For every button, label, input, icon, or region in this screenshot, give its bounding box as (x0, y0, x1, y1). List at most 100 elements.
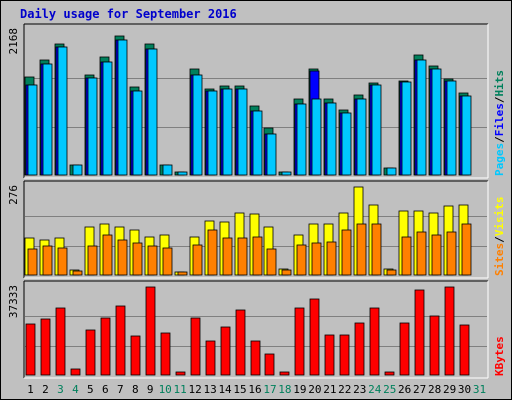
x-tick-label-day-8: 8 (132, 383, 139, 396)
bar-kbytes-day-10 (160, 332, 171, 376)
x-tick-label-day-7: 7 (117, 383, 124, 396)
bar-kbytes-day-6 (100, 317, 111, 376)
bar-sites-day-6 (102, 234, 113, 276)
bar-pages-day-6 (102, 61, 113, 176)
bar-sites-day-12 (192, 244, 203, 276)
legend-item-sites: Sites (493, 243, 506, 276)
bar-kbytes-day-19 (294, 307, 305, 376)
x-tick-label-day-14: 14 (218, 383, 232, 396)
bar-pages-day-1 (27, 84, 38, 176)
bar-kbytes-day-16 (250, 340, 261, 376)
x-tick-label-day-20: 20 (308, 383, 321, 396)
x-tick-label-day-17: 17 (263, 383, 276, 396)
bar-kbytes-day-2 (40, 318, 51, 376)
bar-sites-day-29 (446, 231, 457, 276)
bar-pages-day-19 (296, 103, 307, 176)
bar-kbytes-day-8 (130, 335, 141, 376)
bar-pages-day-4 (72, 164, 83, 176)
bar-pages-day-27 (416, 59, 427, 176)
bar-pages-day-18 (281, 171, 292, 176)
bar-kbytes-day-5 (85, 329, 96, 376)
bar-kbytes-day-9 (145, 286, 156, 376)
x-tick-label-day-16: 16 (248, 383, 261, 396)
bar-sites-day-21 (326, 241, 337, 276)
bar-kbytes-day-14 (220, 326, 231, 376)
legend: KBytes (493, 336, 506, 376)
bar-kbytes-day-18 (279, 371, 290, 376)
bar-pages-day-28 (431, 68, 442, 176)
bar-kbytes-day-7 (115, 305, 126, 376)
panel-visits-sites: 276 Sites/Visits (7, 180, 506, 279)
bar-sites-day-10 (162, 247, 173, 276)
bar-kbytes-day-11 (175, 371, 186, 376)
bar-kbytes-day-28 (429, 315, 440, 376)
bar-sites-day-5 (87, 245, 98, 276)
legend: Sites/Visits (493, 197, 506, 277)
bar-pages-day-25 (386, 167, 397, 176)
x-tick-label-day-15: 15 (233, 383, 246, 396)
legend-separator: / (493, 236, 506, 243)
bar-kbytes-day-23 (354, 322, 365, 376)
bar-sites-day-4 (72, 270, 83, 276)
bar-kbytes-day-12 (190, 317, 201, 376)
bar-pages-day-8 (132, 90, 143, 176)
bar-sites-day-7 (117, 239, 128, 276)
bar-kbytes-day-24 (369, 307, 380, 376)
bar-kbytes-day-4 (70, 368, 81, 376)
panel-kbytes: 37333 KBytes (7, 280, 506, 379)
bar-pages-day-15 (237, 88, 248, 176)
bar-kbytes-day-15 (235, 309, 246, 376)
legend-item-kbytes: KBytes (493, 336, 506, 376)
bar-sites-day-8 (132, 242, 143, 276)
bar-kbytes-day-21 (324, 334, 335, 376)
max-value-label: 276 (7, 185, 20, 205)
series-pages (27, 39, 472, 176)
bar-sites-day-13 (207, 229, 218, 276)
x-tick-label-day-19: 19 (293, 383, 306, 396)
series-sites (27, 223, 472, 276)
x-tick-label-day-29: 29 (443, 383, 456, 396)
bar-pages-day-12 (192, 74, 203, 176)
bar-pages-day-17 (266, 133, 277, 176)
x-tick-label-day-25: 25 (383, 383, 396, 396)
bar-pages-day-10 (162, 164, 173, 176)
bar-kbytes-day-26 (399, 322, 410, 376)
bar-kbytes-day-17 (264, 353, 275, 376)
bar-kbytes-day-20 (309, 298, 320, 376)
x-tick-label-day-5: 5 (87, 383, 94, 396)
legend-item-hits: Hits (493, 70, 506, 97)
bar-pages-day-23 (356, 98, 367, 176)
legend-separator: / (493, 136, 506, 143)
bar-kbytes-day-30 (459, 324, 470, 376)
bar-sites-day-25 (386, 269, 397, 276)
bar-kbytes-day-22 (339, 334, 350, 376)
x-tick-label-day-12: 12 (189, 383, 202, 396)
x-tick-label-day-3: 3 (57, 383, 64, 396)
bar-pages-day-24 (371, 84, 382, 176)
bar-sites-day-24 (371, 223, 382, 276)
bar-kbytes-day-25 (384, 371, 395, 376)
bar-sites-day-28 (431, 234, 442, 276)
bar-pages-day-13 (207, 90, 218, 176)
legend-item-visits: Visits (493, 197, 506, 237)
bar-sites-day-17 (266, 248, 277, 276)
bar-sites-day-3 (57, 247, 68, 276)
bar-kbytes-day-29 (444, 286, 455, 376)
bar-sites-day-9 (147, 245, 158, 276)
bar-pages-day-21 (326, 102, 337, 176)
bar-sites-day-20 (311, 242, 322, 276)
bar-sites-day-27 (416, 231, 427, 276)
x-tick-label-day-23: 23 (353, 383, 366, 396)
bar-pages-day-3 (57, 46, 68, 176)
x-tick-label-day-21: 21 (323, 383, 336, 396)
legend-item-files: Files (493, 103, 506, 136)
bar-sites-day-14 (222, 237, 233, 276)
x-tick-label-day-18: 18 (278, 383, 291, 396)
bar-pages-day-7 (117, 39, 128, 176)
bar-sites-day-2 (42, 245, 53, 276)
legend-separator: / (493, 96, 506, 103)
x-tick-label-day-22: 22 (338, 383, 351, 396)
x-tick-label-day-4: 4 (72, 383, 79, 396)
bar-pages-day-16 (252, 110, 263, 176)
